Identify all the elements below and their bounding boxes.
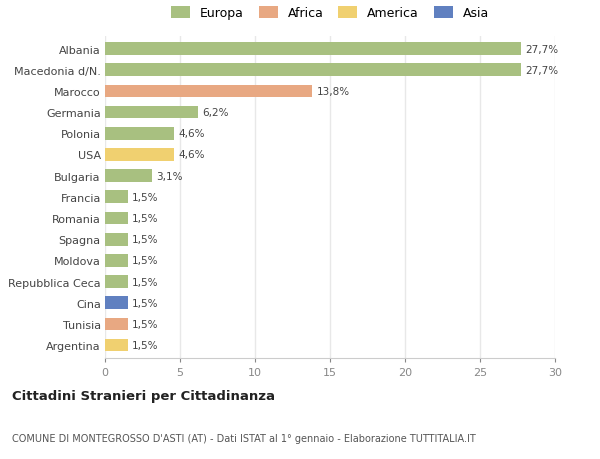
Bar [105,106,198,119]
Text: COMUNE DI MONTEGROSSO D'ASTI (AT) - Dati ISTAT al 1° gennaio - Elaborazione TUTT: COMUNE DI MONTEGROSSO D'ASTI (AT) - Dati… [12,433,476,442]
Bar [105,318,128,330]
Bar [105,191,128,204]
Legend: Europa, Africa, America, Asia: Europa, Africa, America, Asia [167,4,493,24]
Text: 6,2%: 6,2% [203,108,229,118]
Text: 1,5%: 1,5% [132,213,158,224]
Text: 1,5%: 1,5% [132,256,158,266]
Bar [105,149,174,162]
Bar [105,275,128,288]
Text: 1,5%: 1,5% [132,340,158,350]
Bar [105,43,521,56]
Bar [105,170,151,183]
Bar [105,297,128,309]
Text: 4,6%: 4,6% [179,150,205,160]
Bar [105,212,128,225]
Bar [105,339,128,352]
Text: Cittadini Stranieri per Cittadinanza: Cittadini Stranieri per Cittadinanza [12,389,275,403]
Text: 1,5%: 1,5% [132,319,158,329]
Text: 1,5%: 1,5% [132,235,158,245]
Text: 3,1%: 3,1% [156,171,182,181]
Bar [105,64,521,77]
Text: 1,5%: 1,5% [132,298,158,308]
Text: 1,5%: 1,5% [132,277,158,287]
Bar [105,85,312,98]
Bar [105,128,174,140]
Text: 1,5%: 1,5% [132,192,158,202]
Bar [105,254,128,267]
Text: 27,7%: 27,7% [525,45,558,55]
Text: 13,8%: 13,8% [317,87,350,97]
Bar [105,233,128,246]
Text: 4,6%: 4,6% [179,129,205,139]
Text: 27,7%: 27,7% [525,66,558,76]
